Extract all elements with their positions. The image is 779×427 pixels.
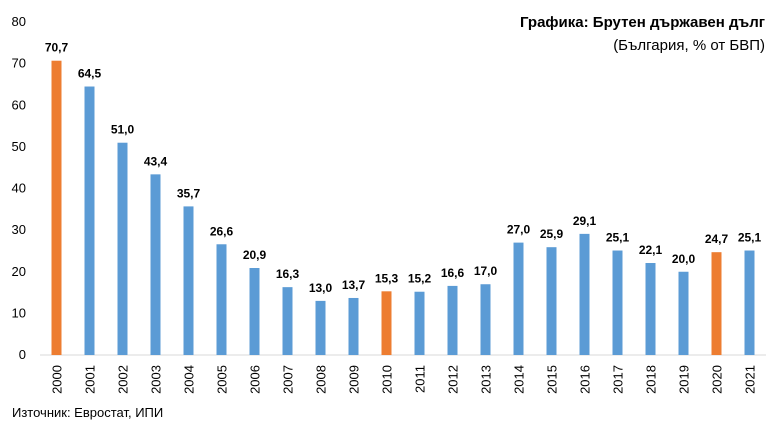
x-tick-label: 2011 [413,365,428,393]
bar [150,174,161,355]
bar [117,142,128,355]
x-tick-label: 2005 [215,365,230,394]
data-label: 17,0 [474,264,498,278]
data-label: 26,6 [210,224,234,238]
x-tick-label: 2004 [182,365,197,394]
x-tick-label: 2018 [644,365,659,394]
bar [447,285,458,355]
data-label: 25,1 [738,231,762,245]
data-label: 35,7 [177,186,201,200]
bar [51,60,62,356]
data-label: 22,1 [639,243,663,257]
y-tick-label: 80 [12,14,26,29]
bar [381,291,392,355]
bar [579,233,590,355]
y-tick-label: 0 [19,347,26,362]
chart-subtitle: (България, % от БВП) [613,37,765,54]
bar [249,268,260,355]
bar [645,263,656,355]
data-label: 25,1 [606,231,630,245]
y-tick-label: 30 [12,222,26,237]
bar [315,300,326,355]
bar [480,284,491,355]
y-tick-label: 70 [12,56,26,71]
data-label: 13,0 [309,281,333,295]
data-label: 20,9 [243,248,267,262]
x-tick-label: 2015 [545,365,560,394]
x-tick-label: 2009 [347,365,362,394]
x-tick-label: 2017 [611,365,626,394]
x-tick-label: 2010 [380,365,395,394]
x-tick-label: 2021 [743,365,758,394]
data-label: 51,0 [111,123,135,137]
bar [348,297,359,355]
data-label: 27,0 [507,223,531,237]
source-note: Източник: Евростат, ИПИ [12,405,164,420]
x-tick-label: 2006 [248,365,263,394]
x-tick-label: 2016 [578,365,593,394]
data-label: 16,6 [441,266,465,280]
y-tick-label: 20 [12,264,26,279]
data-label: 25,9 [540,227,564,241]
data-label: 20,0 [672,252,696,266]
data-label: 15,3 [375,271,399,285]
bar [84,86,95,356]
x-tick-label: 2001 [83,365,98,394]
x-tick-label: 2020 [710,365,725,394]
data-label: 16,3 [276,267,300,281]
data-label: 70,7 [45,41,69,55]
x-tick-label: 2007 [281,365,296,394]
data-label: 43,4 [144,154,168,168]
x-tick-label: 2019 [677,365,692,394]
x-tick-label: 2000 [50,365,65,394]
data-label: 29,1 [573,214,597,228]
bar [711,252,722,355]
data-label: 64,5 [78,67,102,81]
bar [678,271,689,355]
bar [216,244,227,355]
chart-title: Графика: Брутен държавен дълг [520,14,765,31]
bar [546,247,557,355]
x-tick-label: 2008 [314,365,329,394]
x-tick-label: 2012 [446,365,461,394]
data-label: 24,7 [705,232,729,246]
x-tick-label: 2013 [479,365,494,394]
y-tick-label: 50 [12,139,26,154]
y-tick-label: 40 [12,181,26,196]
bar [414,291,425,355]
bar [513,242,524,355]
x-tick-label: 2002 [116,365,131,394]
x-tick-label: 2003 [149,365,164,394]
bar [744,250,755,355]
x-tick-label: 2014 [512,365,527,394]
data-label: 13,7 [342,278,366,292]
y-tick-label: 60 [12,97,26,112]
bar [282,287,293,355]
bar [612,250,623,355]
bar [183,206,194,355]
data-label: 15,2 [408,272,432,286]
y-tick-label: 10 [12,305,26,320]
